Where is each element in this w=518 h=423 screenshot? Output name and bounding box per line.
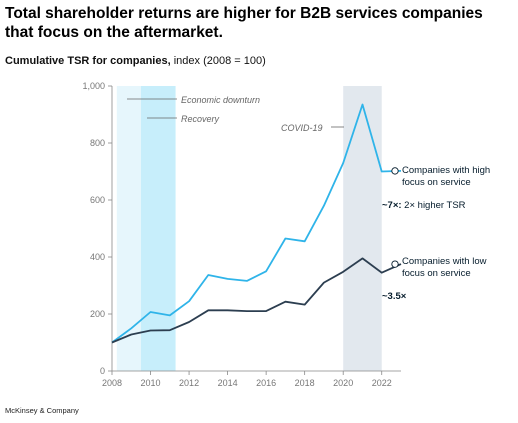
end-marker-high	[391, 167, 399, 175]
y-tick-label-800: 800	[90, 138, 105, 148]
footer-source: McKinsey & Company	[5, 406, 79, 415]
x-tick-label-2016: 2016	[256, 378, 276, 388]
y-tick-label-600: 600	[90, 195, 105, 205]
end-label-low-line1: Companies with low	[402, 256, 487, 267]
annotations: Economic downturn Recovery COVID-19 Comp…	[127, 95, 490, 302]
y-tick-label-1000: 1,000	[82, 81, 105, 91]
series-line-high-service	[111, 103, 402, 344]
x-tick-label-2018: 2018	[295, 378, 315, 388]
annotation-recovery: Recovery	[181, 114, 220, 124]
series-lines	[111, 103, 402, 344]
chart-title: Total shareholder returns are higher for…	[5, 5, 483, 41]
end-label-high-line1: Companies with high	[402, 165, 490, 176]
end-label-low-value: ~3.5×	[382, 291, 407, 302]
high-comparison: 2× higher TSR	[402, 200, 466, 211]
band-covid	[343, 86, 382, 371]
y-tick-label-0: 0	[100, 366, 105, 376]
y-tick-label-400: 400	[90, 252, 105, 262]
x-tick-label-2012: 2012	[179, 378, 199, 388]
y-tick-label-200: 200	[90, 309, 105, 319]
chart-subtitle: Cumulative TSR for companies, index (200…	[5, 55, 266, 67]
end-label-high-value: ~7×: 2× higher TSR	[382, 200, 466, 211]
subtitle-bold: Cumulative TSR for companies,	[5, 55, 171, 67]
x-tick-label-2010: 2010	[141, 378, 161, 388]
high-multiple: ~7×:	[382, 200, 402, 211]
series-line-low-service	[111, 257, 402, 344]
end-marker-low	[391, 260, 399, 268]
x-tick-label-2008: 2008	[102, 378, 122, 388]
x-tick-label-2014: 2014	[218, 378, 238, 388]
band-recovery	[140, 86, 176, 371]
x-tick-label-2022: 2022	[372, 378, 392, 388]
shaded-bands	[116, 86, 382, 371]
subtitle-rest: index (2008 = 100)	[170, 55, 266, 67]
annotation-covid: COVID-19	[281, 123, 323, 133]
annotation-economic-downturn: Economic downturn	[181, 95, 260, 105]
axes: 0 200 400 600 800 1,000 2008 2010 2012 2014 2016 20…	[82, 81, 401, 388]
band-economic-downturn	[116, 86, 141, 371]
end-label-low-line2: focus on service	[402, 268, 471, 279]
end-label-high-line2: focus on service	[402, 177, 471, 188]
x-tick-label-2020: 2020	[333, 378, 353, 388]
